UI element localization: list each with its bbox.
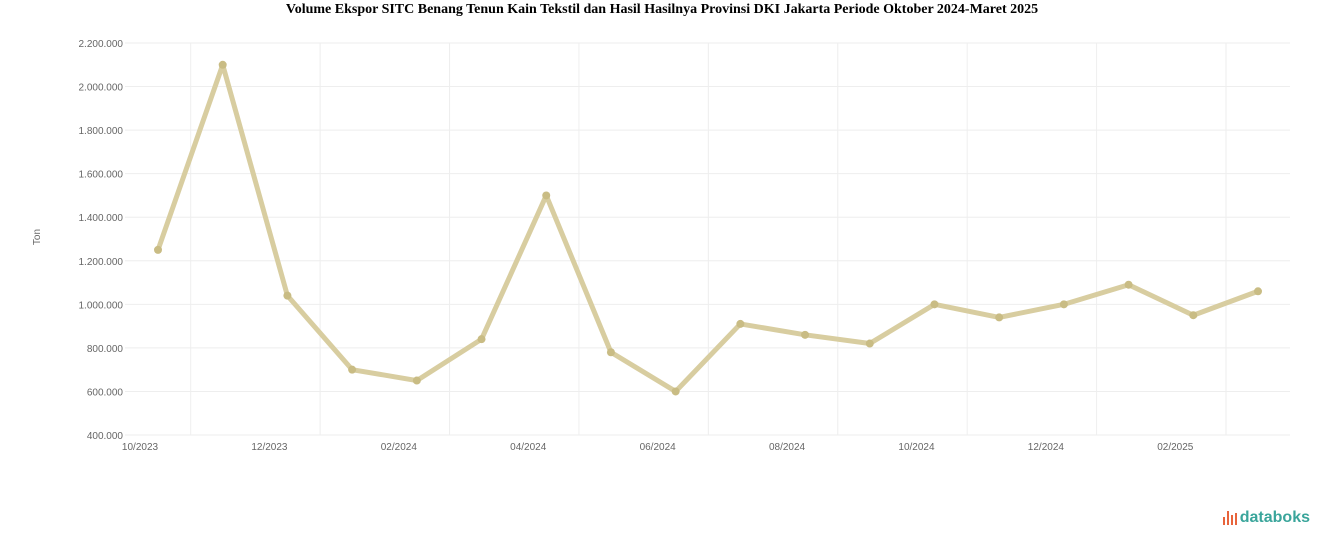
data-point — [736, 319, 745, 328]
data-point — [412, 376, 421, 385]
data-point — [348, 365, 357, 374]
data-point — [1124, 280, 1133, 289]
x-tick-label: 10/2024 — [898, 442, 935, 453]
data-point — [1189, 311, 1198, 320]
data-point — [930, 300, 939, 309]
y-tick-label: 400.000 — [87, 431, 124, 442]
data-point — [154, 245, 162, 254]
x-tick-label: 12/2024 — [1028, 442, 1065, 453]
data-point — [1059, 300, 1068, 309]
y-tick-label: 600.000 — [87, 387, 124, 398]
x-tick-label: 04/2024 — [510, 442, 547, 453]
y-axis-label: Ton — [32, 229, 43, 245]
y-tick-label: 1.800.000 — [79, 126, 124, 137]
x-tick-label: 02/2024 — [381, 442, 418, 453]
data-point — [218, 60, 227, 69]
data-point — [801, 330, 810, 339]
y-tick-label: 2.200.000 — [79, 39, 124, 50]
y-tick-label: 1.200.000 — [79, 257, 124, 268]
x-tick-label: 02/2025 — [1157, 442, 1194, 453]
chart-title: Volume Ekspor SITC Benang Tenun Kain Tek… — [285, 2, 1039, 17]
data-point — [865, 339, 874, 348]
y-tick-label: 1.000.000 — [79, 300, 124, 311]
data-point — [477, 335, 486, 344]
y-tick-label: 1.400.000 — [79, 213, 124, 224]
data-point — [606, 348, 615, 357]
x-tick-label: 06/2024 — [640, 442, 677, 453]
x-tick-label: 12/2023 — [251, 442, 288, 453]
data-point — [1254, 287, 1262, 296]
logo-icon — [1222, 511, 1237, 525]
logo-text: databoks — [1239, 509, 1310, 526]
y-tick-label: 800.000 — [87, 344, 124, 355]
y-tick-label: 1.600.000 — [79, 170, 124, 181]
databoks-logo: databoks — [1222, 509, 1310, 527]
data-point — [671, 387, 680, 396]
x-tick-label: 10/2023 — [122, 442, 159, 453]
data-point — [283, 291, 292, 300]
data-point — [542, 191, 551, 200]
y-tick-label: 2.000.000 — [79, 83, 124, 94]
x-tick-label: 08/2024 — [769, 442, 806, 453]
data-point — [995, 313, 1004, 322]
series-line — [155, 62, 1259, 394]
